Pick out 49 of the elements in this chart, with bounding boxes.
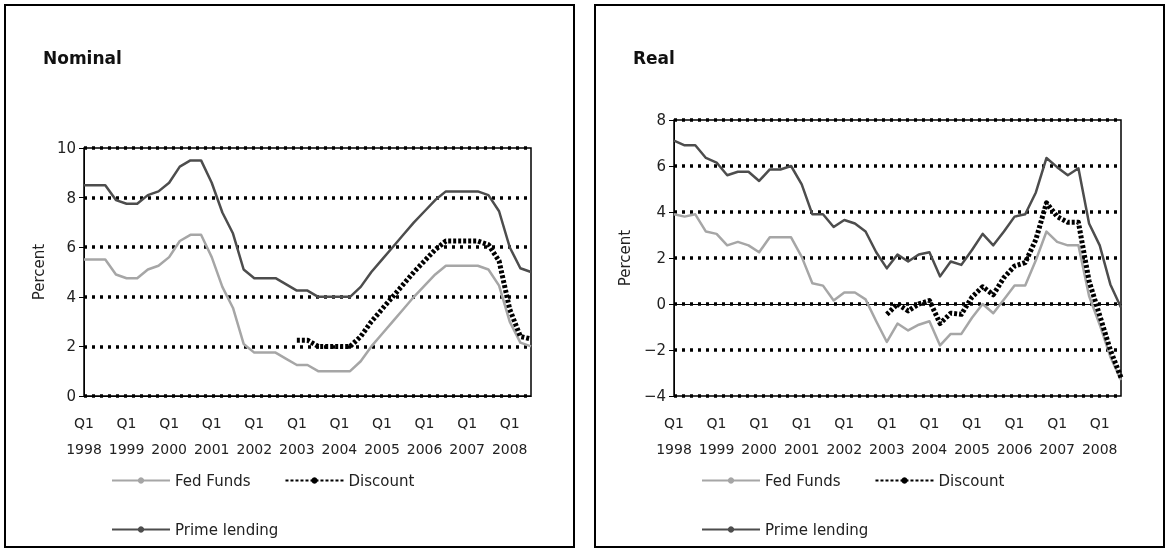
x-tick-label: Q1 2003: [279, 415, 315, 457]
y-tick-label: −4: [643, 387, 666, 405]
x-tick-label: Q1 2007: [449, 415, 485, 457]
y-tick-label: 8: [656, 111, 666, 129]
x-tick-label: Q1 1999: [698, 415, 735, 457]
line-series: [672, 139, 1123, 309]
y-tick-label: 0: [66, 387, 76, 405]
y-tick-label: 0: [656, 295, 666, 313]
y-tick-label: 2: [66, 337, 76, 356]
legend-label: Prime lending: [765, 520, 869, 539]
legend-label: Discount: [938, 471, 1005, 490]
x-tick-label: Q1 2004: [911, 415, 948, 457]
x-tick-label: Q1 2000: [151, 415, 187, 457]
x-tick-label: Q1 1998: [656, 415, 692, 457]
x-tick-label: Q1 2003: [869, 415, 905, 457]
legend-label: Prime lending: [175, 520, 279, 539]
legend-label: Discount: [348, 471, 415, 490]
line-series: [82, 159, 533, 299]
x-tick-label: Q1 2002: [826, 415, 863, 457]
x-tick-label: Q1 2001: [783, 415, 820, 457]
line-series: [672, 213, 1123, 382]
x-tick-label: Q1 2000: [741, 415, 777, 457]
x-tick-label: Q1 2005: [364, 415, 400, 457]
y-tick-label: 10: [56, 139, 76, 157]
line-series: [82, 233, 533, 373]
x-tick-label: Q1 2005: [954, 415, 990, 457]
y-tick-label: 2: [656, 249, 666, 267]
legend-label: Fed Funds: [765, 471, 841, 490]
y-axis-title: Percent: [29, 243, 48, 301]
x-tick-label: Q1 2008: [1081, 415, 1118, 457]
x-tick-label: Q1 1998: [66, 415, 102, 457]
y-tick-label: 4: [656, 203, 666, 221]
x-tick-label: Q1 2004: [321, 415, 358, 457]
legend-label: Fed Funds: [175, 471, 251, 490]
y-tick-label: 4: [66, 287, 76, 306]
x-tick-label: Q1 2006: [406, 415, 443, 457]
chart-title: Real: [633, 47, 675, 68]
x-tick-label: Q1 2008: [491, 415, 528, 457]
y-tick-label: 6: [656, 157, 666, 175]
y-tick-label: 6: [66, 238, 76, 257]
x-tick-label: Q1 2007: [1039, 415, 1075, 457]
y-axis-title: Percent: [616, 229, 635, 287]
x-tick-label: Q1 2006: [996, 415, 1033, 457]
x-tick-label: Q1 2002: [236, 415, 273, 457]
y-tick-label: 8: [66, 188, 76, 207]
x-tick-label: Q1 1999: [108, 415, 145, 457]
chart-title: Nominal: [43, 47, 122, 68]
x-tick-label: Q1 2001: [193, 415, 230, 457]
y-tick-label: −2: [643, 341, 666, 359]
